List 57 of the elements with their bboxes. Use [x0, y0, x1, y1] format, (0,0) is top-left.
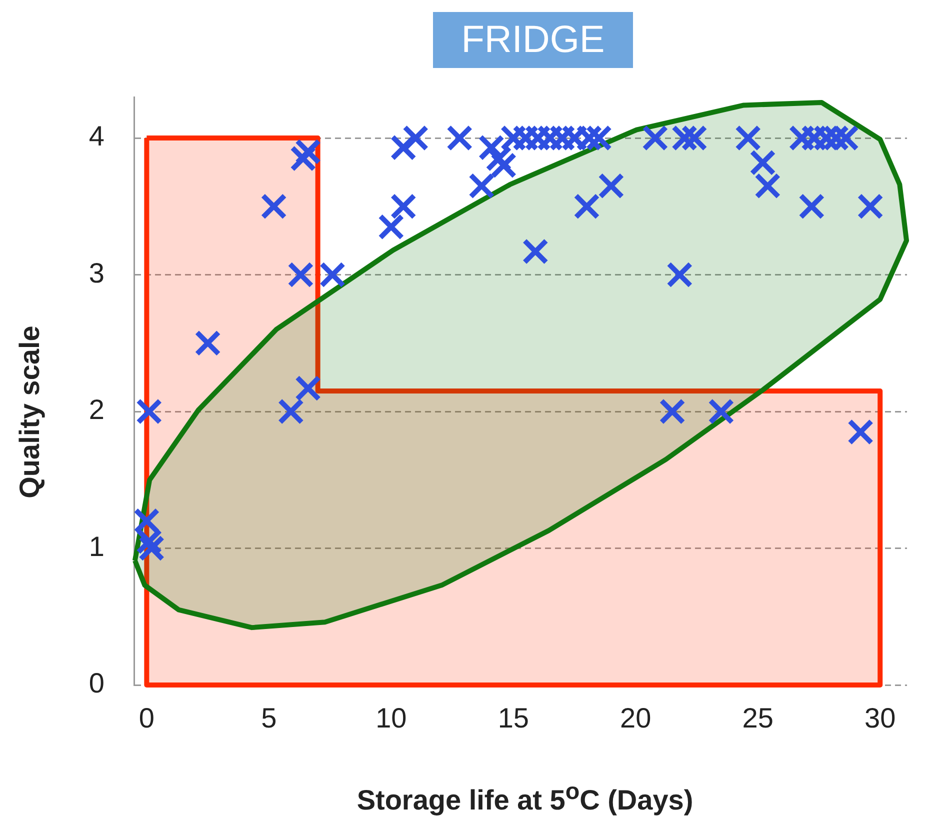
point — [402, 124, 429, 152]
point — [378, 214, 404, 240]
point — [390, 193, 416, 220]
point — [288, 262, 314, 288]
point — [642, 124, 668, 152]
point — [486, 145, 512, 172]
x-tick-label: 10 — [376, 702, 407, 734]
point — [598, 172, 624, 199]
point — [138, 535, 165, 562]
point — [788, 124, 815, 152]
point — [522, 238, 548, 265]
point — [857, 193, 884, 220]
x-tick-label: 5 — [261, 702, 277, 734]
point — [734, 124, 762, 152]
chart-title: FRIDGE — [433, 12, 633, 68]
point — [468, 172, 495, 199]
point — [549, 124, 576, 152]
point — [847, 418, 874, 446]
point — [294, 138, 322, 165]
point — [708, 398, 734, 425]
point — [136, 398, 162, 425]
point — [586, 124, 612, 152]
point — [574, 193, 600, 220]
point — [524, 124, 551, 152]
point — [390, 134, 416, 161]
y-axis-title: Quality scale — [14, 326, 46, 498]
x-axis-title: Storage life at 5$^{o}$C (Days) — [356, 778, 694, 816]
point — [490, 152, 517, 178]
point — [446, 124, 473, 152]
point — [294, 375, 322, 402]
point — [671, 124, 698, 152]
point — [798, 193, 825, 220]
x-tick-label: 30 — [864, 702, 896, 734]
x-tick-label: 0 — [138, 702, 154, 734]
point — [561, 124, 588, 152]
x-tick-label: 15 — [498, 702, 529, 734]
point — [659, 398, 686, 425]
point — [800, 124, 828, 152]
y-tick-label: 0 — [88, 668, 104, 699]
y-tick-label: 2 — [88, 394, 104, 426]
point — [666, 262, 693, 288]
point — [290, 145, 316, 172]
y-tick-label: 1 — [88, 530, 104, 562]
point — [500, 124, 526, 152]
point — [319, 262, 346, 288]
y-tick-label: 4 — [88, 120, 104, 152]
point — [536, 124, 564, 152]
point — [194, 330, 221, 356]
x-tick-label: 20 — [620, 702, 652, 734]
x-tick-label: 25 — [742, 702, 774, 734]
point — [681, 124, 708, 152]
point — [278, 398, 304, 425]
point — [576, 124, 602, 152]
y-tick-label: 3 — [88, 257, 104, 288]
point — [260, 193, 287, 220]
point — [478, 134, 504, 161]
point — [512, 124, 539, 152]
